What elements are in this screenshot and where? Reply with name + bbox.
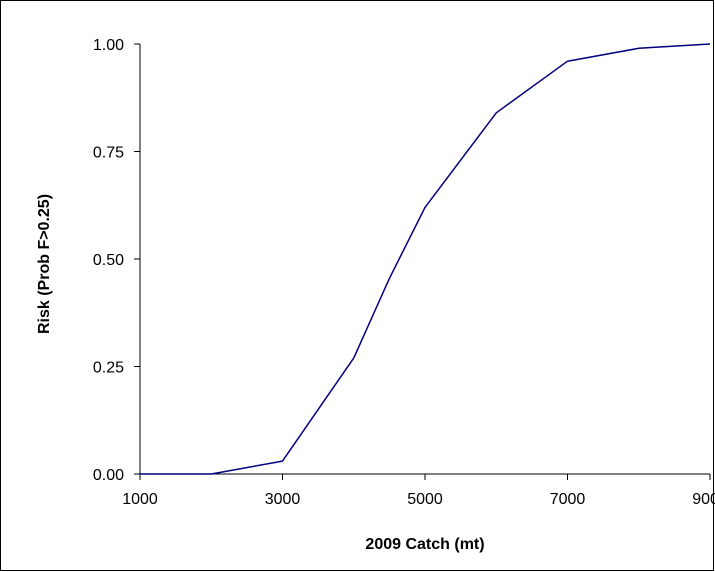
axes	[139, 44, 710, 475]
risk-series-line	[140, 43, 711, 475]
x-tick-label: 3000	[265, 491, 301, 508]
y-axis-title: Risk (Prob F>0.25)	[36, 194, 53, 334]
y-tick-label: 0.50	[93, 252, 124, 269]
x-tick-label: 9000	[692, 491, 715, 508]
tick-labels: 0.00 0.25 0.50 0.75 1.00 1000 3000 5000 7000 9000	[93, 37, 715, 508]
x-tick-label: 7000	[550, 491, 586, 508]
series-layer	[140, 43, 711, 475]
x-tick-label: 5000	[407, 491, 443, 508]
y-tick-label: 1.00	[93, 37, 124, 54]
x-axis-title: 2009 Catch (mt)	[365, 536, 484, 553]
x-tick-label: 1000	[122, 491, 158, 508]
tick-marks	[134, 43, 711, 480]
y-tick-label: 0.00	[93, 467, 124, 484]
y-tick-label: 0.75	[93, 145, 124, 162]
y-tick-label: 0.25	[93, 360, 124, 377]
